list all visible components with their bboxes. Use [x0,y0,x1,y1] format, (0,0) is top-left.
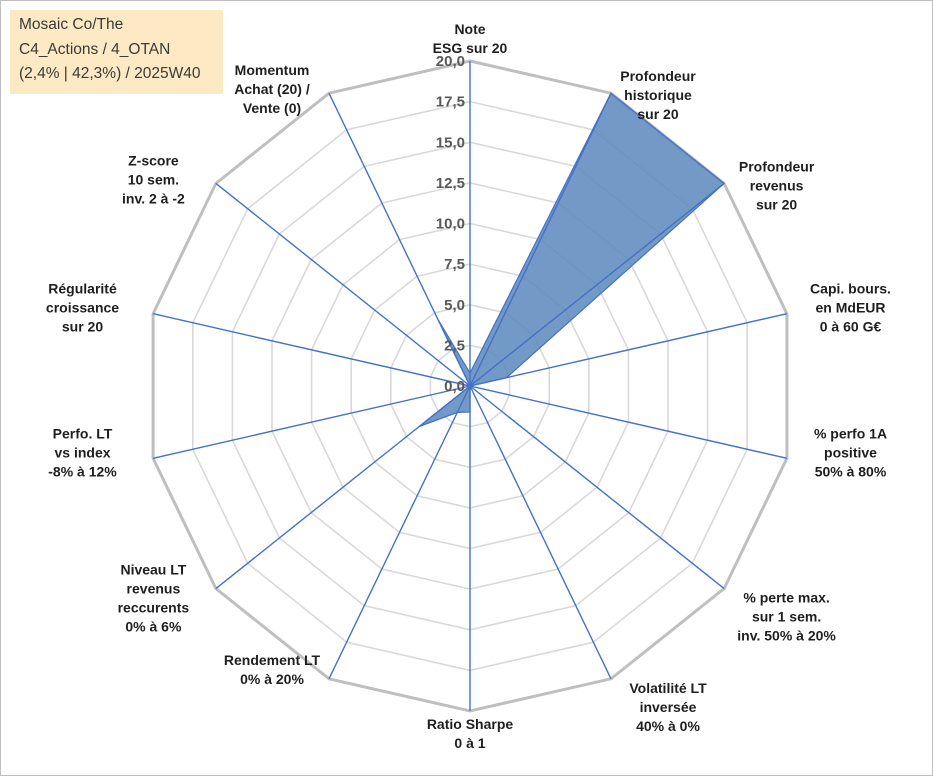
axis-label-line: revenus [750,177,804,193]
axis-label-line: en MdEUR [816,300,886,316]
axis-label-line: historique [624,87,692,103]
axis-spoke [469,313,788,387]
tick-label: 15,0 [436,134,465,151]
axis-label-line: Perfo. LT [53,425,113,441]
axis-label-line: croissance [46,300,119,316]
axis-label: Volatilité LT inversée 40% à 0% [629,680,707,734]
axis-label: Rendement LT 0% à 20% [224,652,321,687]
axis-spoke [215,385,471,590]
axis-label-line: inv. 2 à -2 [122,190,185,206]
axis-label-line: Vente (0) [243,100,301,116]
axis-label-line: 10 sem. [128,171,179,187]
axis-label-line: 0% à 20% [240,671,304,687]
axis-label-line: Note [454,21,485,37]
axis-spoke [469,385,788,459]
tick-label: 10,0 [436,216,465,233]
axis-label-line: Momentum [235,62,310,78]
axis-spoke [469,385,612,680]
axis-label-line: % perte max. [743,590,829,606]
tick-label: 2,5 [444,337,465,354]
axis-label: Régularité croissance sur 20 [46,281,119,335]
axis-label: Perfo. LT vs index -8% à 12% [48,425,117,479]
info-box: Mosaic Co/The C4_Actions / 4_OTAN (2,4% … [10,10,223,94]
info-box-line-1: Mosaic Co/The [19,16,124,33]
axis-label-line: 0 à 60 G€ [820,319,882,335]
axis-spoke [469,182,725,387]
axis-label: Note ESG sur 20 [433,21,508,56]
axis-label-line: Niveau LT [120,562,186,578]
axis-label-line: 40% à 0% [636,718,700,734]
axis-label-line: 0 à 1 [454,735,485,751]
axis-label-line: Capi. bours. [810,281,891,297]
axis-label: Profondeur revenus sur 20 [739,158,815,212]
axis-label-line: sur 20 [756,196,797,212]
tick-label: 7,5 [444,256,465,273]
axis-spoke [328,385,471,680]
axis-label-line: Rendement LT [224,652,321,668]
axis-label-line: reccurents [118,600,190,616]
axis-label-line: sur 20 [62,319,103,335]
axis-spoke [469,385,725,590]
axis-label: Z-score 10 sem. inv. 2 à -2 [122,152,185,206]
axis-label: Momentum Achat (20) / Vente (0) [234,62,310,116]
axis-label: Capi. bours. en MdEUR 0 à 60 G€ [810,281,891,335]
axis-label-line: Achat (20) / [234,81,310,97]
axis-spoke [152,313,471,387]
axis-spoke [152,385,471,459]
axis-label-line: sur 20 [637,106,678,122]
tick-label: 0,0 [444,378,465,395]
axis-label-line: Profondeur [739,158,815,174]
tick-label: 5,0 [444,297,465,314]
axis-label-line: -8% à 12% [48,463,117,479]
axis-label: % perfo 1A positive 50% à 80% [814,425,887,479]
axis-label-line: Z-score [128,152,179,168]
axis-label-line: 50% à 80% [815,463,887,479]
axis-label: Niveau LT revenus reccurents 0% à 6% [118,562,190,635]
axis-label-line: Profondeur [620,68,696,84]
axis-label-line: % perfo 1A [814,425,887,441]
info-box-line-2: C4_Actions / 4_OTAN [19,40,171,58]
axis-label: Ratio Sharpe 0 à 1 [427,716,514,751]
tick-label: 17,5 [436,94,465,111]
axis-label-line: vs index [54,444,110,460]
axis-label-line: sur 1 sem. [752,609,821,625]
axis-label-line: Ratio Sharpe [427,716,514,732]
info-box-line-3: (2,4% | 42,3%) / 2025W40 [19,65,201,82]
axis-label: % perte max. sur 1 sem. inv. 50% à 20% [737,590,836,644]
axis-label-line: inversée [640,699,697,715]
axis-label-line: inv. 50% à 20% [737,628,836,644]
axis-label-line: Volatilité LT [629,680,707,696]
axis-spoke [328,92,471,387]
axis-label-line: revenus [127,581,181,597]
axis-label-line: positive [824,444,877,460]
tick-label: 12,5 [436,175,465,192]
axis-label-line: ESG sur 20 [433,40,508,56]
axis-spoke [215,182,471,387]
axis-label-line: Régularité [48,281,117,297]
tick-label: 20,0 [436,53,465,70]
axis-label-line: 0% à 6% [125,619,182,635]
axis-label: Profondeur historique sur 20 [620,68,696,122]
axis-spoke [469,92,612,387]
